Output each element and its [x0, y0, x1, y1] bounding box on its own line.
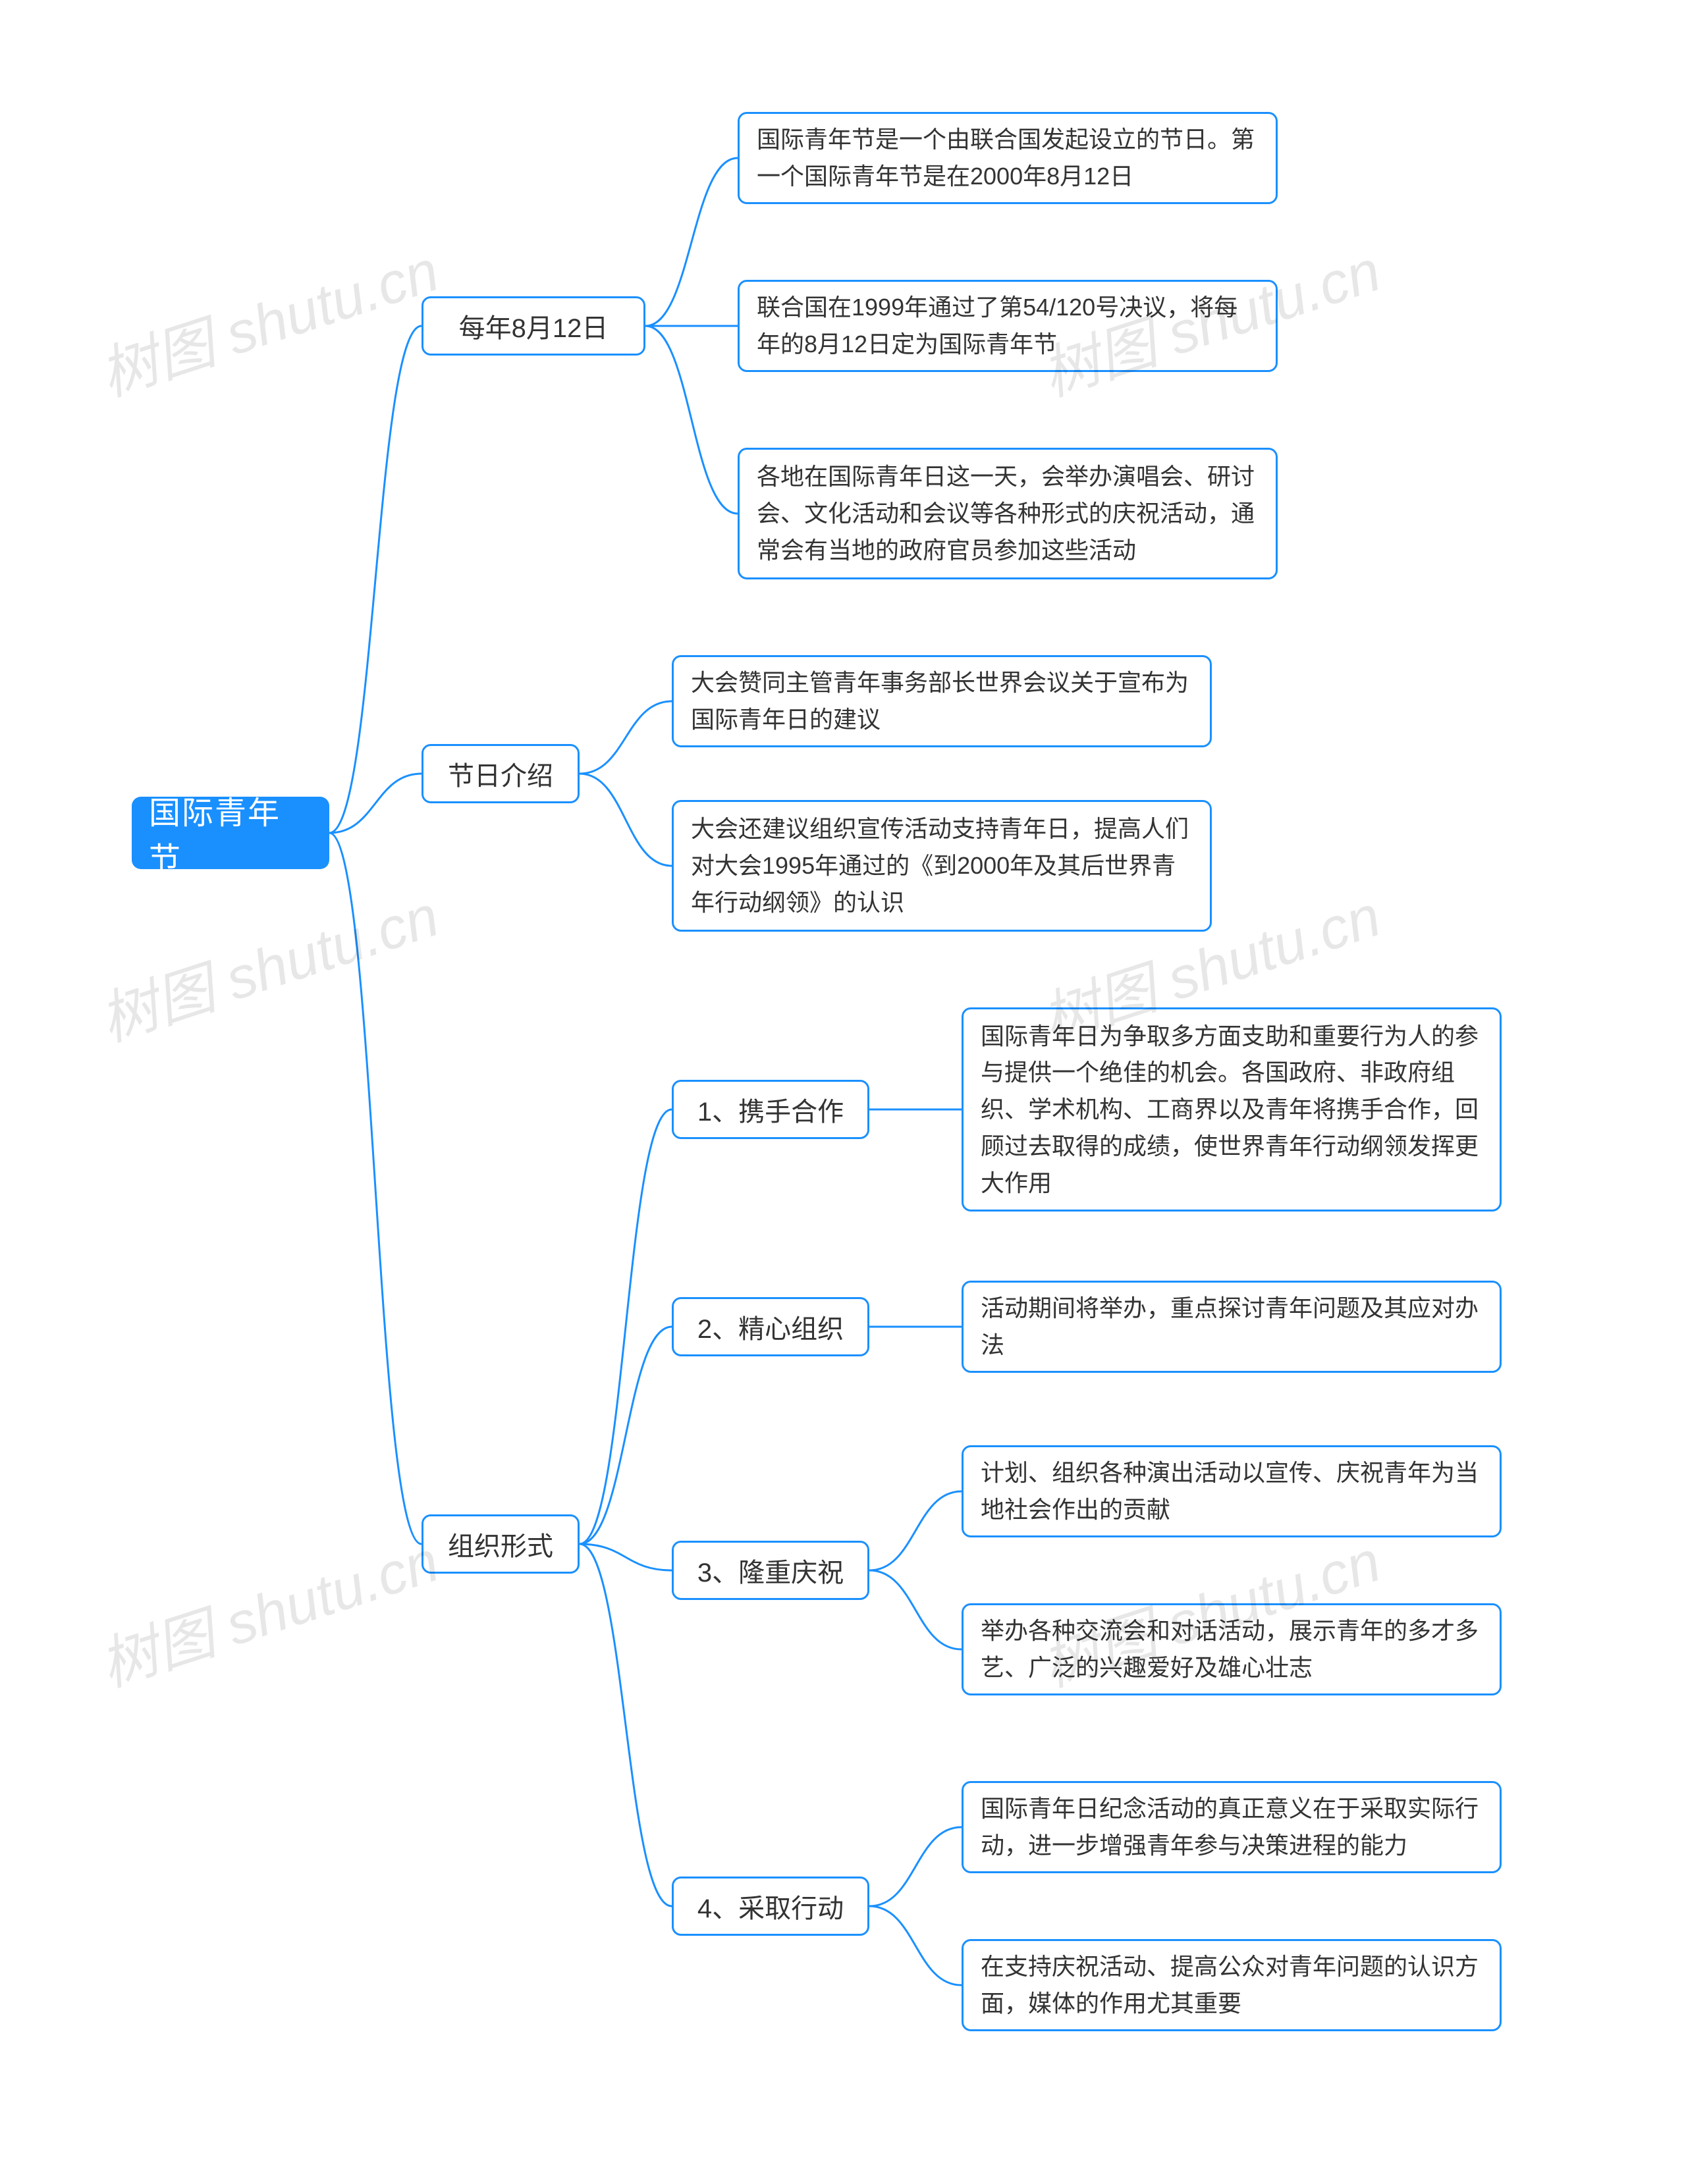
watermark: 树图 shutu.cn	[88, 1515, 447, 1703]
leaf-b3s2c1[interactable]: 活动期间将举办，重点探讨青年问题及其应对办法	[962, 1281, 1502, 1373]
leaf-text: 国际青年节是一个由联合国发起设立的节日。第一个国际青年节是在2000年8月12日	[757, 121, 1259, 195]
root-node[interactable]: 国际青年节	[132, 797, 329, 869]
sub-celebrate[interactable]: 3、隆重庆祝	[672, 1541, 869, 1600]
branch-org[interactable]: 组织形式	[422, 1514, 580, 1574]
branch-intro-label: 节日介绍	[448, 755, 553, 793]
sub-label: 1、携手合作	[697, 1090, 844, 1129]
sub-label: 3、隆重庆祝	[697, 1551, 844, 1589]
leaf-b3s3c2[interactable]: 举办各种交流会和对话活动，展示青年的多才多艺、广泛的兴趣爱好及雄心壮志	[962, 1603, 1502, 1695]
watermark: 树图 shutu.cn	[88, 870, 447, 1058]
leaf-b3s4c2[interactable]: 在支持庆祝活动、提高公众对青年问题的认识方面，媒体的作用尤其重要	[962, 1939, 1502, 2031]
watermark: 树图 shutu.cn	[88, 225, 447, 413]
branch-date-label: 每年8月12日	[459, 307, 609, 345]
leaf-b2c2[interactable]: 大会还建议组织宣传活动支持青年日，提高人们对大会1995年通过的《到2000年及…	[672, 800, 1212, 932]
sub-cooperate[interactable]: 1、携手合作	[672, 1080, 869, 1139]
sub-label: 2、精心组织	[697, 1308, 844, 1346]
leaf-text: 举办各种交流会和对话活动，展示青年的多才多艺、广泛的兴趣爱好及雄心壮志	[981, 1612, 1482, 1686]
leaf-text: 活动期间将举办，重点探讨青年问题及其应对办法	[981, 1290, 1482, 1364]
leaf-b1c3[interactable]: 各地在国际青年日这一天，会举办演唱会、研讨会、文化活动和会议等各种形式的庆祝活动…	[738, 448, 1278, 579]
leaf-b1c2[interactable]: 联合国在1999年通过了第54/120号决议，将每年的8月12日定为国际青年节	[738, 280, 1278, 372]
leaf-text: 国际青年日为争取多方面支助和重要行为人的参与提供一个绝佳的机会。各国政府、非政府…	[981, 1018, 1482, 1202]
leaf-b3s4c1[interactable]: 国际青年日纪念活动的真正意义在于采取实际行动，进一步增强青年参与决策进程的能力	[962, 1781, 1502, 1873]
root-label: 国际青年节	[149, 787, 312, 879]
leaf-text: 计划、组织各种演出活动以宣传、庆祝青年为当地社会作出的贡献	[981, 1454, 1482, 1528]
branch-org-label: 组织形式	[448, 1525, 553, 1563]
leaf-text: 各地在国际青年日这一天，会举办演唱会、研讨会、文化活动和会议等各种形式的庆祝活动…	[757, 458, 1259, 568]
leaf-b3s3c1[interactable]: 计划、组织各种演出活动以宣传、庆祝青年为当地社会作出的贡献	[962, 1445, 1502, 1537]
leaf-b2c1[interactable]: 大会赞同主管青年事务部长世界会议关于宣布为国际青年日的建议	[672, 655, 1212, 747]
leaf-b1c1[interactable]: 国际青年节是一个由联合国发起设立的节日。第一个国际青年节是在2000年8月12日	[738, 112, 1278, 204]
branch-intro[interactable]: 节日介绍	[422, 744, 580, 803]
sub-organize[interactable]: 2、精心组织	[672, 1297, 869, 1356]
sub-label: 4、采取行动	[697, 1887, 844, 1925]
leaf-text: 大会还建议组织宣传活动支持青年日，提高人们对大会1995年通过的《到2000年及…	[691, 811, 1193, 920]
leaf-text: 大会赞同主管青年事务部长世界会议关于宣布为国际青年日的建议	[691, 664, 1193, 738]
sub-action[interactable]: 4、采取行动	[672, 1877, 869, 1936]
leaf-text: 联合国在1999年通过了第54/120号决议，将每年的8月12日定为国际青年节	[757, 289, 1259, 363]
leaf-b3s1c1[interactable]: 国际青年日为争取多方面支助和重要行为人的参与提供一个绝佳的机会。各国政府、非政府…	[962, 1007, 1502, 1212]
leaf-text: 在支持庆祝活动、提高公众对青年问题的认识方面，媒体的作用尤其重要	[981, 1948, 1482, 2022]
leaf-text: 国际青年日纪念活动的真正意义在于采取实际行动，进一步增强青年参与决策进程的能力	[981, 1790, 1482, 1864]
branch-date[interactable]: 每年8月12日	[422, 296, 645, 356]
